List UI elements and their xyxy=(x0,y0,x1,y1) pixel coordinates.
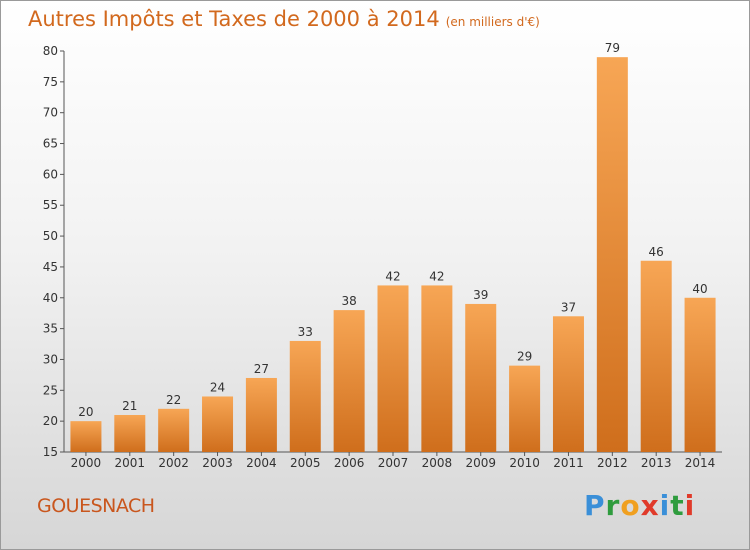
logo-letter: r xyxy=(605,489,621,522)
bar-value-label: 22 xyxy=(166,393,181,407)
y-tick-label: 60 xyxy=(43,167,58,181)
bar xyxy=(245,377,277,452)
logo-letter: t xyxy=(670,489,685,522)
bar xyxy=(289,340,321,452)
chart-title-text: Autres Impôts et Taxes de 2000 à 2014 xyxy=(28,7,440,31)
bar-value-label: 38 xyxy=(341,294,356,308)
bar xyxy=(333,310,365,452)
y-tick-label: 65 xyxy=(43,137,58,151)
y-tick-label: 80 xyxy=(43,44,58,58)
logo-letter: P xyxy=(584,489,606,522)
bar-value-label: 42 xyxy=(429,269,444,283)
bar-value-label: 40 xyxy=(692,282,707,296)
y-tick-label: 55 xyxy=(43,198,58,212)
bar xyxy=(596,57,628,453)
bar xyxy=(421,285,453,452)
logo-letter: i xyxy=(659,489,671,522)
x-tick-label: 2011 xyxy=(553,456,584,470)
x-tick-label: 2000 xyxy=(71,456,102,470)
logo-letter: x xyxy=(640,489,660,522)
bar-value-label: 20 xyxy=(78,405,93,419)
bar-value-label: 42 xyxy=(385,269,400,283)
bar xyxy=(202,396,234,452)
x-tick-label: 2005 xyxy=(290,456,321,470)
x-tick-label: 2014 xyxy=(685,456,716,470)
x-tick-label: 2009 xyxy=(465,456,496,470)
bar xyxy=(114,414,146,452)
bar xyxy=(158,408,190,452)
bar-value-label: 79 xyxy=(605,41,620,55)
x-tick-label: 2012 xyxy=(597,456,628,470)
chart-title: Autres Impôts et Taxes de 2000 à 2014 (en… xyxy=(28,7,540,31)
bar-value-label: 24 xyxy=(210,380,225,394)
chart-axes: 15 20 25 30 35 40 45 50 55 60 65 70 75 80 2000 2001 2002… xyxy=(43,44,722,470)
y-tick-label: 15 xyxy=(43,445,58,459)
bar-value-label: 29 xyxy=(517,350,532,364)
x-tick-label: 2006 xyxy=(334,456,365,470)
x-tick-label: 2008 xyxy=(422,456,453,470)
chart-subtitle: (en milliers d'€) xyxy=(445,15,540,29)
bar xyxy=(70,421,102,452)
y-tick-label: 70 xyxy=(43,106,58,120)
bar-value-label: 33 xyxy=(298,325,313,339)
x-tick-label: 2004 xyxy=(246,456,277,470)
bar-value-label: 27 xyxy=(254,362,269,376)
logo-letter: i xyxy=(684,489,696,522)
logo-letter: o xyxy=(620,489,641,522)
proxiti-logo: Proxiti xyxy=(584,489,695,522)
chart-bars: 20 21 22 24 27 33 38 42 42 39 29 37 79 46 40 xyxy=(70,41,716,453)
y-tick-label: 25 xyxy=(43,383,58,397)
bar xyxy=(509,365,541,452)
bar xyxy=(465,303,497,452)
commune-name: GOUESNACH xyxy=(37,495,155,517)
x-tick-label: 2010 xyxy=(509,456,540,470)
y-tick-label: 40 xyxy=(43,291,58,305)
bar-value-label: 46 xyxy=(649,245,664,259)
bar xyxy=(640,260,672,452)
y-tick-label: 50 xyxy=(43,229,58,243)
bar xyxy=(684,297,716,452)
y-tick-label: 35 xyxy=(43,322,58,336)
y-tick-label: 45 xyxy=(43,260,58,274)
x-tick-label: 2002 xyxy=(158,456,189,470)
x-tick-label: 2001 xyxy=(115,456,146,470)
bar xyxy=(552,316,584,452)
bar-value-label: 21 xyxy=(122,399,137,413)
y-tick-label: 75 xyxy=(43,75,58,89)
bar xyxy=(377,285,409,452)
bar-value-label: 39 xyxy=(473,288,488,302)
x-tick-label: 2003 xyxy=(202,456,233,470)
bar-value-label: 37 xyxy=(561,300,576,314)
x-tick-label: 2013 xyxy=(641,456,672,470)
y-tick-label: 30 xyxy=(43,352,58,366)
y-tick-label: 20 xyxy=(43,414,58,428)
x-tick-label: 2007 xyxy=(378,456,409,470)
